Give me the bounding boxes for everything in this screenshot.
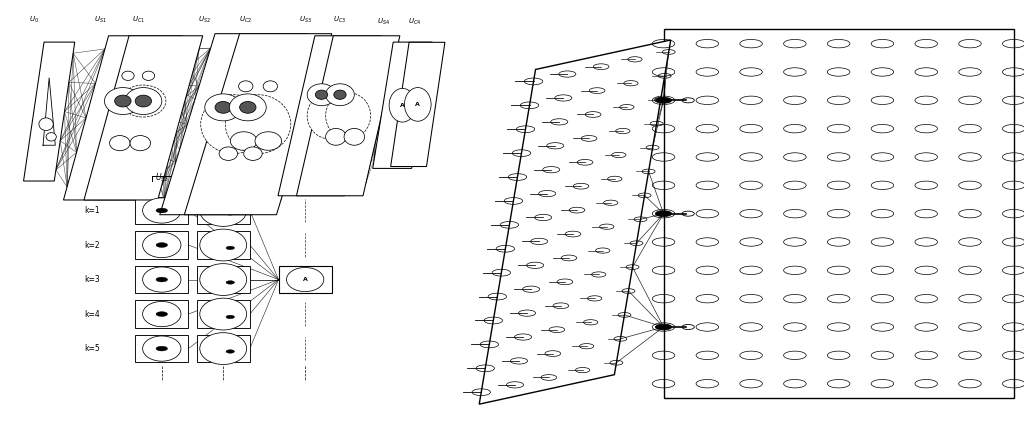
Ellipse shape — [307, 84, 336, 106]
Ellipse shape — [326, 93, 371, 139]
Bar — [197, 232, 250, 258]
Ellipse shape — [39, 118, 53, 131]
Text: $U_0$: $U_0$ — [29, 15, 39, 25]
Ellipse shape — [344, 128, 365, 145]
Text: $U_{S2}$: $U_{S2}$ — [155, 172, 169, 184]
Ellipse shape — [201, 95, 266, 154]
Ellipse shape — [219, 147, 238, 160]
Circle shape — [156, 208, 168, 213]
Text: $U_{S4}$: $U_{S4}$ — [378, 17, 390, 27]
Bar — [197, 335, 250, 362]
Polygon shape — [24, 42, 75, 181]
Ellipse shape — [115, 95, 131, 107]
Ellipse shape — [200, 298, 247, 330]
Polygon shape — [390, 43, 444, 166]
Polygon shape — [664, 29, 1014, 398]
Ellipse shape — [215, 101, 231, 113]
Ellipse shape — [287, 267, 324, 292]
Polygon shape — [278, 36, 382, 196]
Text: A: A — [416, 102, 420, 107]
Ellipse shape — [326, 128, 346, 145]
Ellipse shape — [125, 88, 162, 115]
Bar — [135, 232, 188, 258]
Ellipse shape — [130, 136, 151, 151]
Circle shape — [226, 315, 234, 319]
Polygon shape — [373, 42, 432, 168]
Ellipse shape — [142, 198, 181, 223]
Text: $U_{C2}$: $U_{C2}$ — [216, 172, 230, 184]
Ellipse shape — [255, 132, 282, 150]
Text: k=1: k=1 — [85, 206, 100, 215]
Ellipse shape — [122, 71, 134, 80]
Ellipse shape — [142, 301, 181, 327]
Circle shape — [156, 346, 168, 351]
Text: $U_{S3}$: $U_{S3}$ — [299, 15, 311, 25]
Text: $U_{S2}$: $U_{S2}$ — [199, 15, 211, 25]
Bar — [197, 301, 250, 328]
Text: A: A — [400, 103, 404, 108]
Ellipse shape — [404, 88, 431, 121]
Bar — [135, 197, 188, 224]
Bar — [197, 266, 250, 293]
Ellipse shape — [263, 81, 278, 92]
Ellipse shape — [239, 81, 253, 92]
Text: $U_{C2}$: $U_{C2}$ — [240, 15, 252, 25]
Bar — [135, 301, 188, 328]
Ellipse shape — [244, 147, 262, 160]
Polygon shape — [160, 34, 307, 215]
Ellipse shape — [205, 94, 242, 121]
Text: $U_{C1}$: $U_{C1}$ — [132, 15, 144, 25]
Polygon shape — [84, 36, 203, 200]
Ellipse shape — [142, 232, 181, 258]
Circle shape — [156, 277, 168, 282]
Ellipse shape — [200, 229, 247, 261]
Circle shape — [226, 350, 234, 353]
Bar — [135, 266, 188, 293]
Ellipse shape — [142, 267, 181, 292]
Ellipse shape — [655, 324, 672, 330]
Ellipse shape — [225, 95, 291, 154]
Ellipse shape — [230, 132, 257, 150]
Circle shape — [226, 246, 234, 250]
Text: $U_{S1}$: $U_{S1}$ — [94, 15, 106, 25]
Ellipse shape — [389, 88, 416, 122]
Text: k=3: k=3 — [85, 275, 100, 284]
Text: k=5: k=5 — [85, 344, 100, 353]
Ellipse shape — [46, 133, 56, 141]
Ellipse shape — [315, 90, 328, 99]
Polygon shape — [63, 36, 182, 200]
Ellipse shape — [200, 195, 247, 226]
Ellipse shape — [240, 101, 256, 113]
Text: $U_{C3}$: $U_{C3}$ — [334, 15, 346, 25]
Text: A: A — [303, 277, 307, 282]
Ellipse shape — [326, 84, 354, 106]
Polygon shape — [297, 36, 400, 196]
Ellipse shape — [334, 90, 346, 99]
Text: k=2: k=2 — [85, 240, 100, 250]
Polygon shape — [479, 40, 671, 404]
Ellipse shape — [200, 333, 247, 365]
Ellipse shape — [142, 336, 181, 361]
Circle shape — [156, 312, 168, 317]
Ellipse shape — [135, 95, 152, 107]
Text: $U_{C4}$: $U_{C4}$ — [408, 17, 422, 27]
Ellipse shape — [142, 71, 155, 80]
Ellipse shape — [307, 93, 352, 139]
Circle shape — [226, 281, 234, 284]
Ellipse shape — [104, 88, 141, 115]
Ellipse shape — [110, 136, 130, 151]
Ellipse shape — [655, 97, 672, 103]
Bar — [279, 266, 332, 293]
Circle shape — [226, 212, 234, 215]
Ellipse shape — [121, 85, 166, 117]
Circle shape — [156, 242, 168, 248]
Ellipse shape — [200, 264, 247, 296]
Ellipse shape — [655, 211, 672, 217]
Ellipse shape — [229, 94, 266, 121]
Bar — [197, 197, 250, 224]
Polygon shape — [184, 34, 332, 215]
Bar — [135, 335, 188, 362]
Text: k=4: k=4 — [85, 309, 100, 319]
Text: $U_{S3}$: $U_{S3}$ — [298, 172, 312, 184]
